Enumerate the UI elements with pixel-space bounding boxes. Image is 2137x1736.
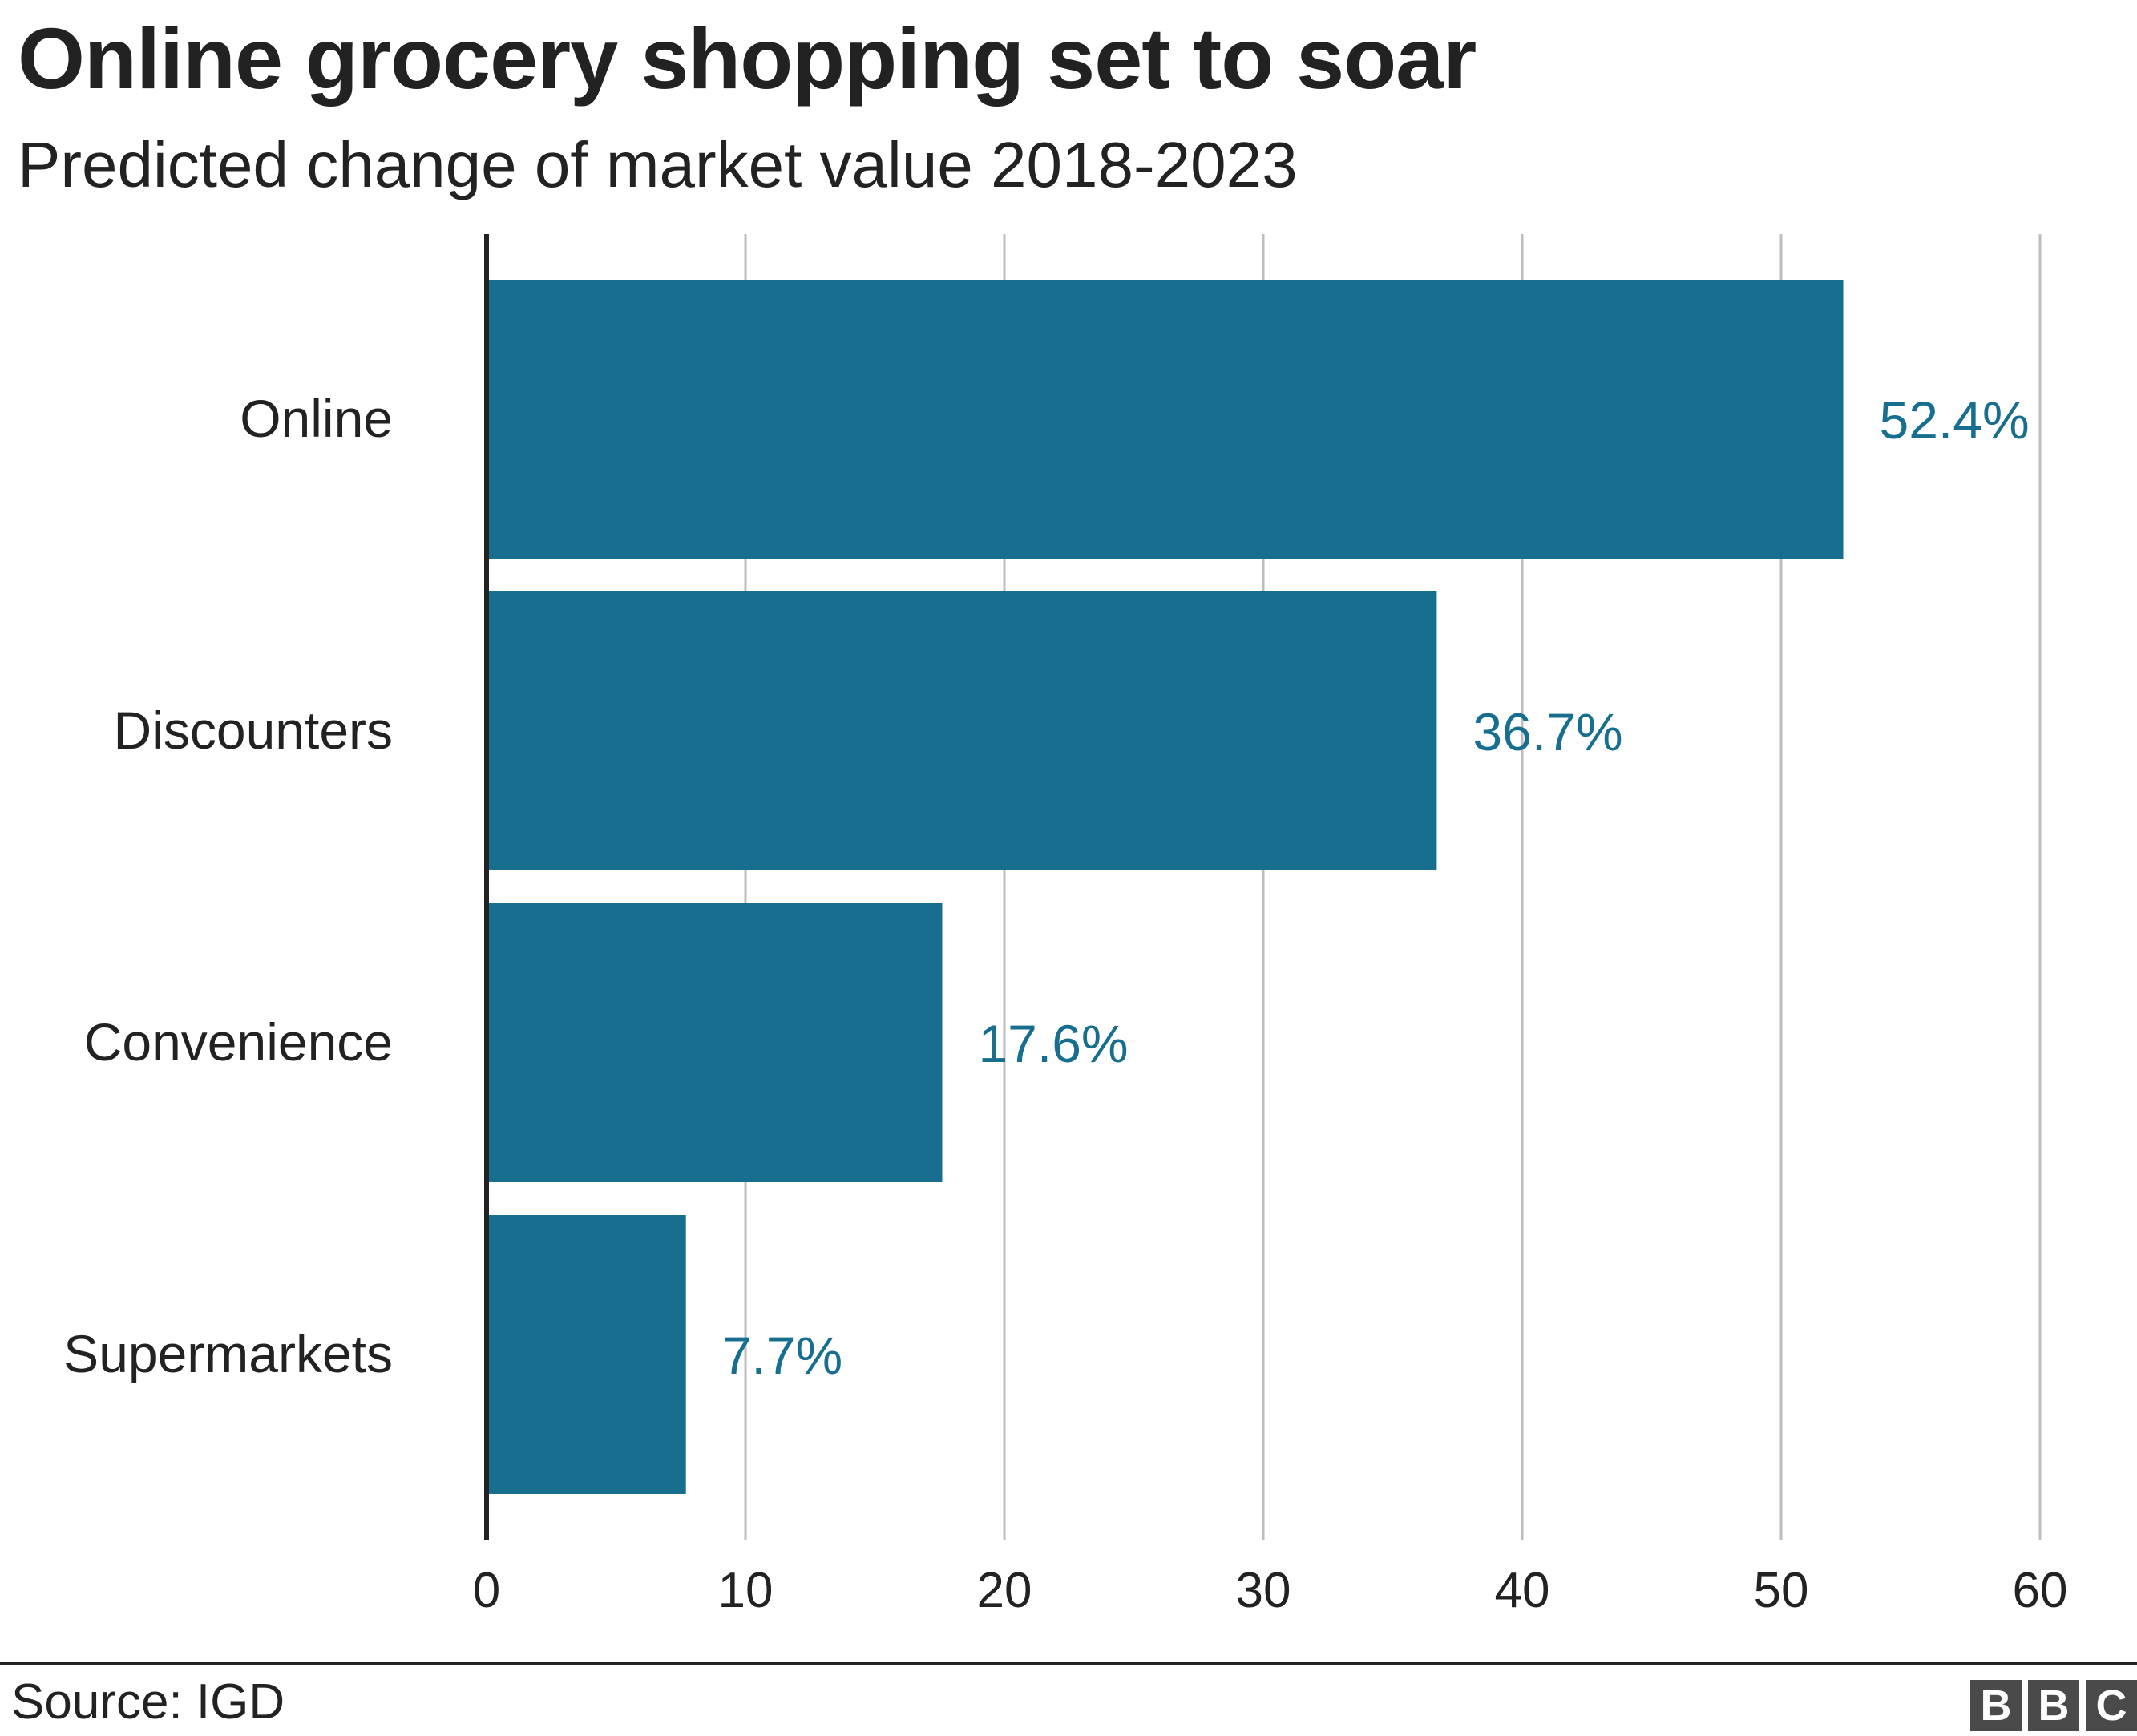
bbc-logo: B B C	[1970, 1680, 2137, 1731]
data-label: 52.4%	[1880, 390, 2030, 450]
bar-supermarkets	[487, 1215, 686, 1494]
category-label: Discounters	[114, 700, 393, 760]
x-tick-label: 40	[1495, 1563, 1550, 1618]
x-tick-label: 60	[2013, 1563, 2068, 1618]
chart-title: Online grocery shopping set to soar	[18, 10, 1477, 107]
logo-letter: B	[1970, 1680, 2022, 1731]
footer-divider	[0, 1662, 2137, 1665]
logo-letter: B	[2028, 1680, 2079, 1731]
data-label: 7.7%	[722, 1326, 842, 1385]
bar-discounters	[487, 591, 1437, 870]
data-label: 36.7%	[1472, 702, 1622, 761]
bar-online	[487, 280, 1844, 559]
x-tick-label: 10	[718, 1563, 774, 1618]
x-tick-label: 50	[1754, 1563, 1809, 1618]
category-label: Convenience	[84, 1012, 393, 1072]
x-tick-label: 20	[977, 1563, 1032, 1618]
x-tick-label: 0	[473, 1563, 500, 1618]
category-label: Online	[240, 389, 393, 448]
chart-subtitle: Predicted change of market value 2018-20…	[18, 129, 1298, 200]
bar-convenience	[487, 903, 943, 1182]
source-note: Source: IGD	[11, 1674, 285, 1730]
logo-letter: C	[2086, 1680, 2137, 1731]
category-label: Supermarkets	[63, 1324, 393, 1383]
x-tick-label: 30	[1236, 1563, 1291, 1618]
data-label: 17.6%	[978, 1014, 1128, 1073]
